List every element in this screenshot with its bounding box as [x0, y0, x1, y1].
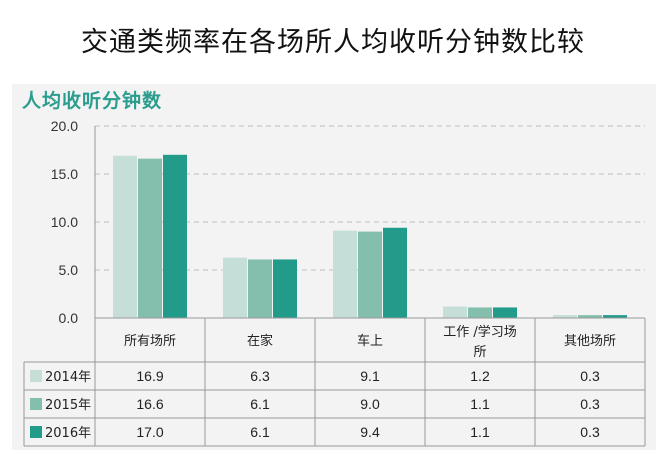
legend-swatch	[30, 398, 42, 410]
category-label: 其他场所	[564, 334, 616, 349]
bar	[333, 230, 357, 318]
bar	[273, 259, 297, 318]
legend-swatch	[30, 426, 42, 438]
bar	[493, 307, 517, 318]
bar	[223, 257, 247, 318]
data-label: 0.3	[580, 424, 600, 440]
y-axis-label: 人均收听分钟数	[22, 90, 163, 112]
category-label: 在家	[247, 333, 273, 349]
bar	[578, 315, 602, 318]
y-tick-label: 5.0	[59, 262, 79, 278]
data-label: 6.3	[250, 368, 270, 384]
data-label: 1.1	[470, 424, 490, 440]
bar	[443, 306, 467, 318]
bar	[163, 154, 187, 318]
data-label: 16.9	[136, 368, 163, 384]
bar	[248, 259, 272, 318]
data-label: 17.0	[136, 424, 163, 440]
legend-label: 2015年	[45, 398, 91, 413]
data-table: 所有场所 在家 车上 工作 /学习场所 其他场所 2014年 16.9 6.3 9.1 1.2 0.…	[23, 317, 646, 447]
bar	[468, 307, 492, 318]
category-label: 车上	[357, 333, 383, 349]
y-tick-label: 10.0	[51, 214, 78, 230]
y-tick-label: 0.0	[59, 310, 79, 326]
data-label: 1.1	[470, 396, 490, 412]
bars	[113, 154, 627, 318]
bar	[113, 155, 137, 318]
y-tick-labels: 20.0 15.0 10.0 5.0 0.0	[51, 118, 78, 326]
data-label: 9.0	[360, 396, 380, 412]
bar	[138, 158, 162, 318]
legend-swatch	[30, 370, 42, 382]
category-label: 所有场所	[124, 334, 176, 349]
y-tick-label: 20.0	[51, 118, 78, 134]
bar	[603, 315, 627, 318]
data-label: 1.2	[470, 368, 490, 384]
legend-label: 2014年	[45, 370, 91, 385]
category-label: 工作 /学习场所	[443, 324, 517, 360]
bar	[383, 227, 407, 318]
data-label: 6.1	[250, 424, 270, 440]
data-label: 9.4	[360, 424, 380, 440]
legend-label: 2016年	[45, 426, 91, 441]
page-title: 交通类频率在各场所人均收听分钟数比较	[81, 27, 585, 58]
y-tick-label: 15.0	[51, 166, 78, 182]
data-label: 9.1	[360, 368, 380, 384]
bar	[553, 315, 577, 318]
data-label: 0.3	[580, 396, 600, 412]
bar	[358, 231, 382, 318]
data-label: 0.3	[580, 368, 600, 384]
data-label: 6.1	[250, 396, 270, 412]
data-label: 16.6	[136, 396, 163, 412]
